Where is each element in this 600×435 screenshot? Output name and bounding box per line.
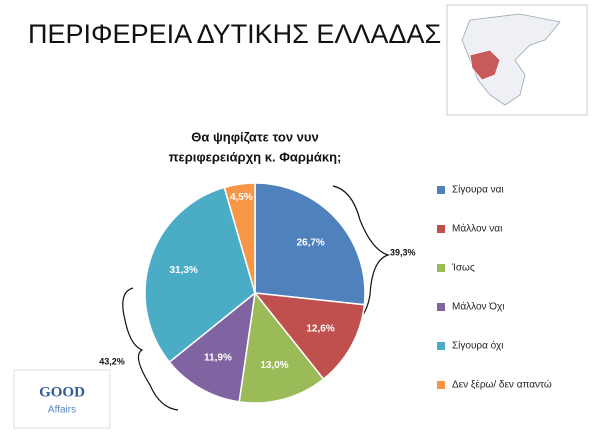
logo-text: Affairs — [48, 405, 76, 416]
slide-title: ΠΕΡΙΦΕΡΕΙΑ ΔΥΤΙΚΗΣ ΕΛΛΑΔΑΣ — [28, 19, 441, 49]
data-label: 11,9% — [204, 353, 232, 364]
pie-slice — [253, 292, 366, 381]
data-label: 4,5% — [230, 192, 253, 203]
legend-label: Δεν ξέρω/ δεν απαντώ — [452, 379, 552, 391]
data-label: 12,6% — [306, 324, 334, 335]
pie-slice — [223, 182, 256, 294]
logo-text: GOOD — [39, 384, 85, 400]
chart-title: περιφερειάρχη κ. Φαρμάκη; — [169, 149, 342, 164]
legend-label: Σίγουρα ναι — [452, 184, 504, 196]
data-label: 26,7% — [296, 238, 324, 249]
pie-slice — [168, 291, 257, 403]
legend-swatch — [437, 225, 445, 233]
legend-label: Ίσως — [451, 263, 475, 274]
pie-slice — [238, 291, 325, 404]
logo-box — [13, 369, 111, 429]
legend-swatch — [437, 342, 445, 350]
data-label: 13,0% — [260, 360, 288, 371]
legend-swatch — [437, 264, 445, 272]
legend-label: Μάλλον Όχι — [452, 301, 505, 313]
annotation: 39,3% — [390, 247, 416, 257]
legend-label: Σίγουρα όχι — [452, 340, 503, 352]
legend-swatch — [437, 186, 445, 194]
annotation: 43,2% — [99, 356, 125, 366]
map-region — [469, 49, 501, 81]
map — [446, 4, 588, 116]
logo: GOOD Affairs — [13, 369, 111, 429]
chart-title: Θα ψηφίζατε τον νυν — [191, 129, 318, 144]
legend-swatch — [437, 303, 445, 311]
pie-slice — [254, 182, 366, 306]
pie-slice — [144, 186, 256, 364]
data-label: 31,3% — [169, 265, 197, 276]
legend-label: Μάλλον ναι — [452, 223, 502, 235]
bracket — [332, 185, 391, 331]
bracket — [122, 287, 179, 411]
legend-swatch — [437, 381, 445, 389]
